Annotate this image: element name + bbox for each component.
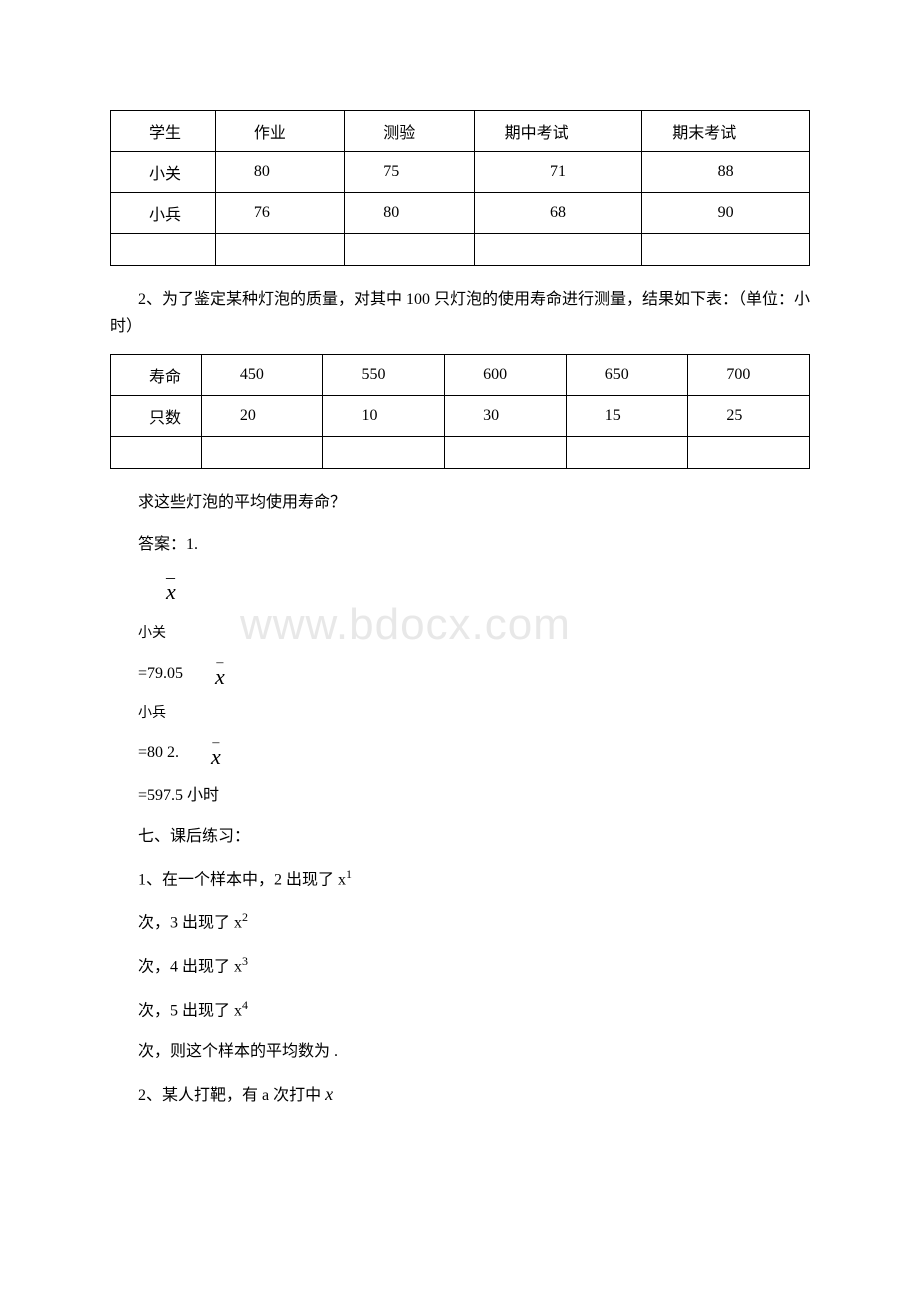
table-cell: 20 xyxy=(201,396,323,437)
section7-heading: 七、课后练习： xyxy=(110,823,810,850)
table-cell: 68 xyxy=(474,193,642,234)
table-students: 学生 作业 测验 期中考试 期末考试 小关 80 75 71 88 小兵 76 … xyxy=(110,110,810,266)
table-header-cell: 学生 xyxy=(111,111,216,152)
table-cell xyxy=(688,437,810,469)
table-cell xyxy=(215,234,344,266)
table-header-cell: 600 xyxy=(445,355,567,396)
table-bulbs: 寿命 450 550 600 650 700 只数 20 10 30 15 25 xyxy=(110,354,810,469)
ex1-line2: 次，3 出现了 x2 xyxy=(110,907,810,937)
table-header-cell: 700 xyxy=(688,355,810,396)
table-cell xyxy=(642,234,810,266)
value2-result: =597.5 小时 xyxy=(110,782,810,809)
question2: 求这些灯泡的平均使用寿命？ xyxy=(110,489,810,516)
xbar-symbol: –x xyxy=(110,572,810,608)
table-cell: 80 xyxy=(215,152,344,193)
xiaobing-label: 小兵 xyxy=(110,702,810,726)
table-cell: 75 xyxy=(345,152,474,193)
table-header-cell: 550 xyxy=(323,355,445,396)
table-header-cell: 寿命 xyxy=(111,355,202,396)
table-row xyxy=(111,437,810,469)
table-row: 小兵 76 80 68 90 xyxy=(111,193,810,234)
table-header-cell: 期中考试 xyxy=(474,111,642,152)
ex1-line1: 1、在一个样本中，2 出现了 x1 xyxy=(110,864,810,894)
problem2-text: 2、为了鉴定某种灯泡的质量，对其中 100 只灯泡的使用寿命进行测量，结果如下表… xyxy=(110,286,810,340)
table-cell xyxy=(445,437,567,469)
table-row xyxy=(111,234,810,266)
value2: =80 2. –x xyxy=(110,739,810,767)
table-row: 小关 80 75 71 88 xyxy=(111,152,810,193)
table-header-cell: 测验 xyxy=(345,111,474,152)
table-row: 只数 20 10 30 15 25 xyxy=(111,396,810,437)
table-cell: 76 xyxy=(215,193,344,234)
table-cell xyxy=(111,437,202,469)
table-row: 寿命 450 550 600 650 700 xyxy=(111,355,810,396)
table-header-cell: 期末考试 xyxy=(642,111,810,152)
table-cell xyxy=(111,234,216,266)
table-cell: 80 xyxy=(345,193,474,234)
table-cell xyxy=(345,234,474,266)
table-cell: 88 xyxy=(642,152,810,193)
value1: =79.05 –x xyxy=(110,660,810,688)
table-cell: 71 xyxy=(474,152,642,193)
ex2-text: 2、某人打靶，有 a 次打中 x xyxy=(110,1079,810,1110)
ex1-line3: 次，4 出现了 x3 xyxy=(110,951,810,981)
table-cell xyxy=(566,437,688,469)
table-cell: 只数 xyxy=(111,396,202,437)
answer-label: 答案：1. xyxy=(110,531,810,558)
table-row: 学生 作业 测验 期中考试 期末考试 xyxy=(111,111,810,152)
xiaoguan-label: 小关 xyxy=(110,622,810,646)
ex1-line4: 次，5 出现了 x4 xyxy=(110,995,810,1025)
ex1-end: 次，则这个样本的平均数为 . xyxy=(110,1038,810,1065)
table-cell: 15 xyxy=(566,396,688,437)
table-cell xyxy=(201,437,323,469)
table-cell: 90 xyxy=(642,193,810,234)
table-cell xyxy=(474,234,642,266)
table-cell: 30 xyxy=(445,396,567,437)
table-cell: 10 xyxy=(323,396,445,437)
table-header-cell: 作业 xyxy=(215,111,344,152)
table-cell xyxy=(323,437,445,469)
table-header-cell: 450 xyxy=(201,355,323,396)
table-header-cell: 650 xyxy=(566,355,688,396)
table-cell: 小关 xyxy=(111,152,216,193)
table-cell: 小兵 xyxy=(111,193,216,234)
table-cell: 25 xyxy=(688,396,810,437)
document-content: 学生 作业 测验 期中考试 期末考试 小关 80 75 71 88 小兵 76 … xyxy=(110,110,810,1110)
